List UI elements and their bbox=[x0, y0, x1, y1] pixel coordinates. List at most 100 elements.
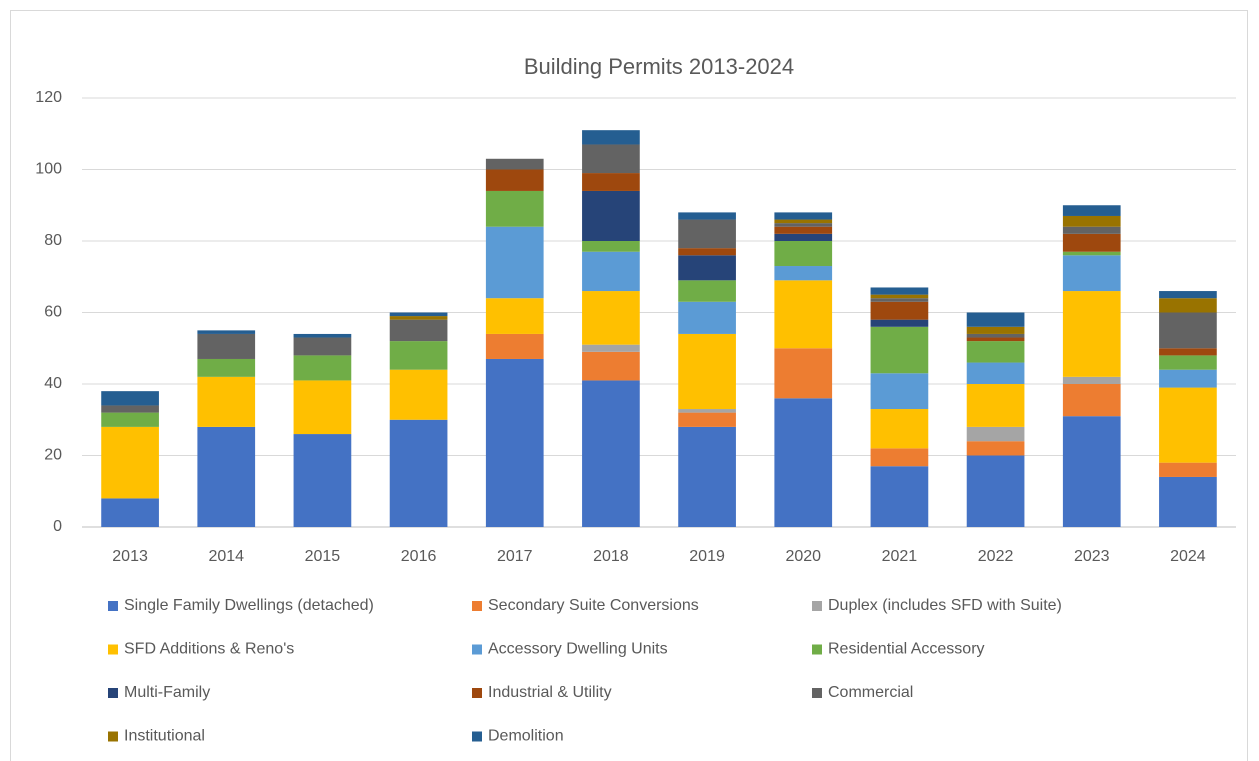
x-tick-label: 2020 bbox=[785, 548, 821, 565]
bar-segment bbox=[101, 412, 159, 427]
bar-segment bbox=[774, 280, 833, 349]
x-tick-label: 2021 bbox=[882, 548, 918, 565]
bar-segment bbox=[485, 226, 544, 299]
bar-segment bbox=[774, 398, 833, 527]
bar-segment bbox=[485, 298, 544, 334]
bar-segment bbox=[678, 248, 736, 256]
bar-segment bbox=[774, 266, 833, 281]
bar-segment bbox=[1159, 298, 1217, 313]
bar-segment bbox=[870, 301, 929, 320]
bar-segment bbox=[870, 319, 929, 327]
legend-swatch bbox=[472, 688, 482, 698]
y-tick-label: 0 bbox=[53, 518, 62, 535]
y-tick-label: 60 bbox=[44, 304, 62, 321]
bar-segment bbox=[293, 333, 352, 338]
bar-segment bbox=[1062, 384, 1121, 417]
bar-segment bbox=[485, 358, 544, 527]
bar-segment bbox=[774, 348, 833, 399]
bar-segment bbox=[774, 219, 833, 224]
bar-segment bbox=[101, 426, 159, 499]
bar-segment bbox=[389, 419, 448, 527]
bar-segment bbox=[582, 144, 640, 174]
bar-segment bbox=[389, 312, 448, 317]
bar-segment bbox=[101, 391, 159, 406]
bar-segment bbox=[389, 369, 448, 420]
bar-segment bbox=[678, 212, 736, 220]
bar-segment bbox=[678, 409, 736, 413]
y-tick-label: 100 bbox=[35, 161, 62, 178]
bar-segment bbox=[1159, 312, 1217, 349]
legend-label: SFD Additions & Reno's bbox=[124, 641, 294, 658]
legend-swatch bbox=[108, 688, 118, 698]
y-tick-label: 40 bbox=[44, 375, 62, 392]
bar-segment bbox=[678, 219, 736, 249]
bar-segment bbox=[582, 291, 640, 345]
legend-swatch bbox=[812, 601, 822, 611]
bar-segment bbox=[678, 255, 736, 281]
legend-label: Commercial bbox=[828, 684, 913, 701]
bar-segment bbox=[1062, 233, 1121, 252]
legend-swatch bbox=[472, 731, 482, 742]
bar-segment bbox=[582, 241, 640, 252]
bar-segment bbox=[101, 498, 159, 527]
bar-segment bbox=[1062, 255, 1121, 292]
bar-segment bbox=[966, 337, 1025, 342]
bar-segment bbox=[966, 384, 1025, 427]
bar-segment bbox=[1159, 476, 1217, 527]
bar-segment bbox=[389, 316, 448, 320]
bar-segment bbox=[1159, 369, 1217, 388]
bar-segment bbox=[1062, 226, 1121, 234]
x-tick-label: 2019 bbox=[689, 548, 725, 565]
x-tick-label: 2022 bbox=[978, 548, 1014, 565]
y-tick-label: 120 bbox=[35, 89, 62, 106]
bar-segment bbox=[870, 448, 929, 467]
bar-segment bbox=[101, 405, 159, 413]
y-tick-label: 80 bbox=[44, 232, 62, 249]
bar-segment bbox=[485, 190, 544, 227]
bar-segment bbox=[966, 326, 1025, 334]
x-tick-label: 2016 bbox=[401, 548, 437, 565]
legend-swatch bbox=[108, 731, 118, 742]
legend-swatch bbox=[108, 644, 118, 655]
bar-segment bbox=[197, 376, 256, 427]
bar-segment bbox=[870, 409, 929, 449]
bar-segment bbox=[485, 158, 544, 170]
bar-segment bbox=[774, 241, 833, 267]
legend-label: Single Family Dwellings (detached) bbox=[124, 597, 374, 614]
x-tick-label: 2017 bbox=[497, 548, 533, 565]
x-tick-label: 2024 bbox=[1170, 548, 1206, 565]
bar-segment bbox=[582, 351, 640, 381]
legend-swatch bbox=[812, 688, 822, 698]
legend-swatch bbox=[108, 601, 118, 611]
legend-label: Secondary Suite Conversions bbox=[488, 597, 699, 614]
bar-segment bbox=[1159, 355, 1217, 370]
bar-segment bbox=[197, 330, 256, 334]
bar-segment bbox=[966, 426, 1025, 442]
bar-segment bbox=[870, 326, 929, 374]
bar-segment bbox=[678, 280, 736, 302]
x-tick-label: 2018 bbox=[593, 548, 629, 565]
bar-segment bbox=[1062, 416, 1121, 527]
x-tick-label: 2014 bbox=[208, 548, 244, 565]
bar-segment bbox=[966, 341, 1025, 363]
legend-swatch bbox=[472, 644, 482, 655]
legend-label: Industrial & Utility bbox=[488, 684, 612, 701]
bar-segment bbox=[389, 341, 448, 370]
bar-segment bbox=[582, 130, 640, 145]
bar-segment bbox=[1159, 291, 1217, 299]
bar-segment bbox=[774, 233, 833, 241]
bar-segment bbox=[966, 455, 1025, 527]
legend-label: Residential Accessory bbox=[828, 641, 985, 658]
bar-segment bbox=[678, 426, 736, 527]
bar-segment bbox=[774, 223, 833, 227]
bar-segment bbox=[293, 355, 352, 381]
bar-segment bbox=[197, 358, 256, 377]
bar-segment bbox=[1062, 215, 1121, 227]
bar-segment bbox=[1062, 251, 1121, 256]
legend-label: Duplex (includes SFD with Suite) bbox=[828, 597, 1062, 614]
bar-segment bbox=[1062, 376, 1121, 384]
bar-segment bbox=[293, 337, 352, 356]
bar-segment bbox=[870, 466, 929, 527]
bar-segment bbox=[485, 333, 544, 359]
bar-segment bbox=[1062, 291, 1121, 377]
